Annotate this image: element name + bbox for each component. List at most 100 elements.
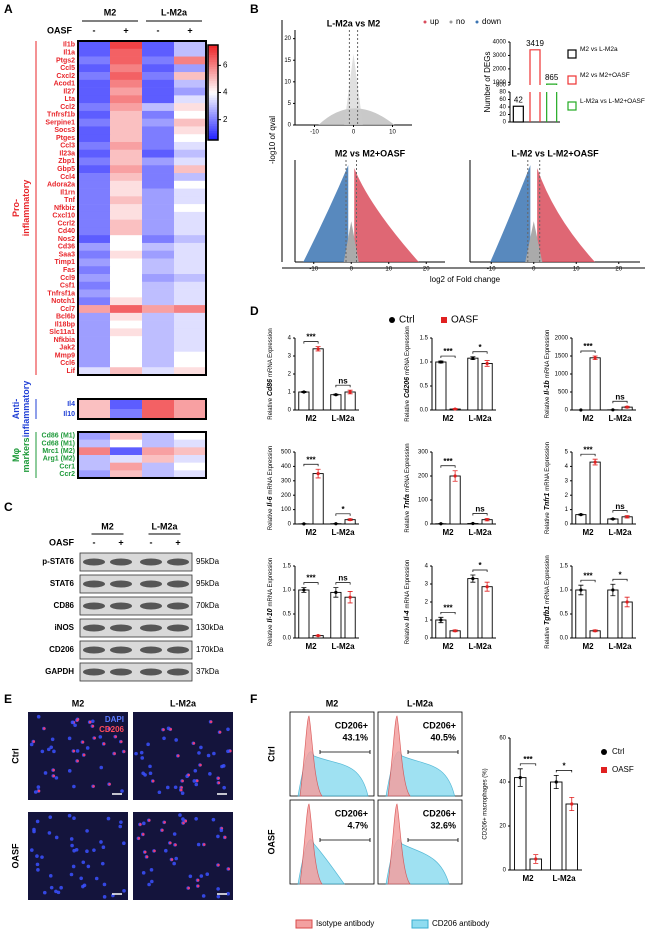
nucleus [30, 848, 34, 852]
x-tick-label: L-M2a [331, 414, 355, 423]
row-label: Slc11a1 [49, 329, 75, 336]
nucleus [40, 855, 44, 859]
bar [467, 357, 479, 411]
nucleus [102, 895, 107, 899]
bar [550, 781, 563, 871]
heatmap-cell [174, 56, 207, 65]
blot-protein: p-STAT6 [42, 557, 74, 566]
cd206-signal [108, 782, 111, 786]
heatmap-cell [110, 351, 143, 360]
column-group: L-M2a [161, 7, 188, 17]
heatmap-cell [142, 180, 175, 189]
legend-label: Isotype antibody [316, 919, 374, 928]
heatmap-cell [110, 95, 143, 104]
nucleus [216, 887, 220, 891]
x-tick-label: M2 [305, 642, 317, 651]
nucleus [49, 745, 54, 750]
heatmap-cell [78, 274, 111, 283]
y-tick-label: 10 [284, 79, 291, 85]
colorbar-step [208, 106, 218, 110]
channel-label: CD206 [99, 725, 124, 734]
heatmap-cell [142, 258, 175, 267]
heatmap-cell [110, 399, 143, 410]
colorbar-step [208, 132, 218, 136]
heatmap-cell [78, 235, 111, 244]
colorbar-step [208, 66, 218, 70]
heatmap-cell [142, 320, 175, 329]
y-label-prefix: Relative [545, 512, 551, 534]
cd206-signal [52, 768, 55, 772]
error-bar [452, 408, 458, 410]
blot-size: 130kDa [196, 623, 224, 632]
heatmap-cell [110, 157, 143, 166]
row-label: Ccl4 [60, 174, 75, 181]
y-tick-label: 400 [281, 464, 292, 470]
heatmap-cell [78, 41, 111, 50]
cd206-signal [37, 789, 41, 793]
nucleus [216, 894, 221, 899]
y-tick-label: 0.0 [420, 408, 429, 414]
y-tick-label: 0 [503, 868, 507, 874]
x-tick-label: L-M2a [331, 642, 355, 651]
legend-label: CD206 antibody [432, 919, 489, 928]
nucleus [192, 779, 197, 783]
y-label-gene: Tnfa [404, 494, 411, 509]
blot-band [83, 668, 105, 676]
heatmap-cell [78, 320, 111, 329]
heatmap-cell [142, 266, 175, 275]
heatmap-cell [78, 328, 111, 337]
nucleus [99, 765, 104, 770]
y-tick-label: 1000 [493, 80, 507, 86]
x-tick-label: 0 [350, 267, 354, 273]
row-label: Cxcl10 [52, 213, 75, 220]
nucleus [205, 872, 210, 876]
heatmap-cell [110, 79, 143, 88]
cd206-signal [32, 740, 36, 743]
cd206-signal [76, 718, 79, 722]
y-tick-label: 15 [284, 58, 291, 64]
gate [407, 750, 459, 754]
row-label: Ptges [56, 135, 75, 142]
heatmap-cell [174, 447, 207, 456]
heatmap-cell [142, 367, 175, 376]
y-tick-label: 4 [565, 464, 569, 470]
colorbar-step [208, 116, 218, 120]
blot-protein: GAPDH [45, 667, 74, 676]
y-tick-label: 2000 [493, 66, 507, 72]
bar [589, 357, 601, 411]
nucleus [199, 874, 204, 878]
nucleus [46, 747, 51, 752]
y-tick-label: 0 [565, 522, 569, 528]
nucleus [122, 888, 126, 893]
panel-label: A [4, 2, 13, 16]
nucleus [85, 746, 90, 750]
y-tick-label: 1 [565, 507, 569, 513]
heatmap-cell [174, 320, 207, 329]
legend-label: no [456, 17, 465, 26]
nucleus [42, 890, 47, 895]
y-tick-label: 300 [418, 450, 429, 456]
heatmap-cell [174, 173, 207, 182]
y-label-prefix: Relative [405, 399, 411, 421]
heatmap-cell [142, 196, 175, 205]
heatmap-cell [174, 297, 207, 306]
blot-band [140, 624, 162, 632]
heatmap-cell [110, 297, 143, 306]
blot-band [140, 580, 162, 588]
error-bar [333, 393, 339, 396]
heatmap-cell [110, 173, 143, 182]
image-row: Ctrl [10, 748, 20, 764]
cd206-signal [93, 736, 96, 740]
error-bar [347, 518, 353, 521]
heatmap-cell [110, 204, 143, 213]
x-tick-label: L-M2a [608, 414, 632, 423]
heatmap-cell [142, 242, 175, 252]
error-bar [470, 356, 476, 360]
nucleus [141, 871, 146, 875]
heatmap-cell [142, 328, 175, 337]
blot-size: 37kDa [196, 667, 220, 676]
nucleus [72, 816, 76, 821]
heatmap-cell [78, 351, 111, 360]
y-tick-label: 2 [288, 372, 292, 378]
row-label: Ccrl2 [57, 220, 75, 227]
